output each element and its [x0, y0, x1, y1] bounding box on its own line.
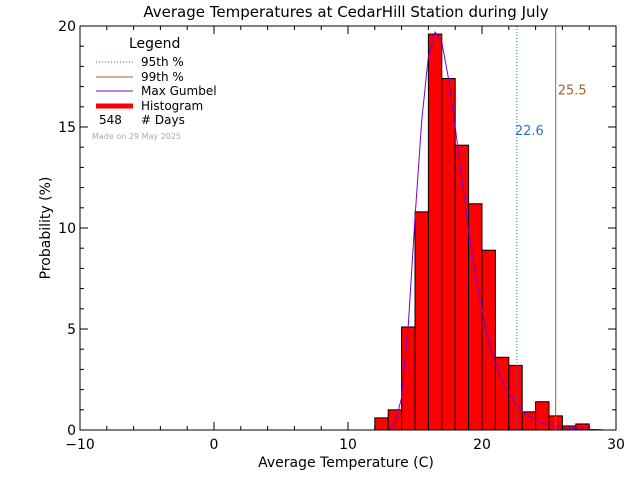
- histogram-bars: [374, 33, 590, 431]
- histogram-bar: [374, 417, 389, 431]
- histogram-bar: [414, 211, 429, 431]
- legend-label-gumbel: Max Gumbel: [141, 84, 217, 98]
- x-axis-label: Average Temperature (C): [258, 455, 434, 471]
- x-tick-label: 30: [607, 437, 625, 453]
- legend-title: Legend: [129, 36, 180, 52]
- histogram-bar: [521, 411, 537, 431]
- legend-label-histogram: Histogram: [141, 99, 203, 113]
- percentile-99-label: 25.5: [558, 84, 587, 99]
- chart-title: Average Temperatures at CedarHill Statio…: [143, 3, 548, 21]
- x-tick-label: 10: [339, 437, 357, 453]
- legend: Legend 95th % 99th % Max Gumbel Histogra…: [92, 36, 217, 141]
- histogram-bar: [535, 401, 550, 431]
- percentile-95-label: 22.6: [515, 124, 544, 139]
- histogram-bar: [441, 78, 456, 431]
- y-axis-label: Probability (%): [38, 177, 54, 280]
- y-tick-label: 10: [58, 221, 76, 237]
- x-tick-label: 0: [210, 437, 219, 453]
- histogram-bar: [468, 203, 483, 431]
- legend-days-label: # Days: [141, 113, 185, 127]
- y-tick-label: 15: [58, 120, 76, 136]
- y-tick-label: 20: [58, 19, 76, 35]
- legend-label-99th: 99th %: [141, 70, 184, 84]
- histogram-bar: [427, 33, 443, 431]
- gumbel-curve: [387, 30, 603, 431]
- histogram-bar: [508, 364, 523, 431]
- y-tick-label: 0: [67, 423, 76, 439]
- histogram-bar: [387, 409, 403, 431]
- histogram-bar: [454, 144, 470, 431]
- y-tick-label: 5: [67, 322, 76, 338]
- axis-ticks: [79, 25, 617, 431]
- made-on-note: Made on 29 May 2025: [92, 132, 181, 141]
- legend-days-count: 548: [99, 113, 122, 127]
- x-tick-label: −10: [65, 437, 95, 453]
- x-tick-label: 20: [473, 437, 491, 453]
- legend-label-95th: 95th %: [141, 55, 184, 69]
